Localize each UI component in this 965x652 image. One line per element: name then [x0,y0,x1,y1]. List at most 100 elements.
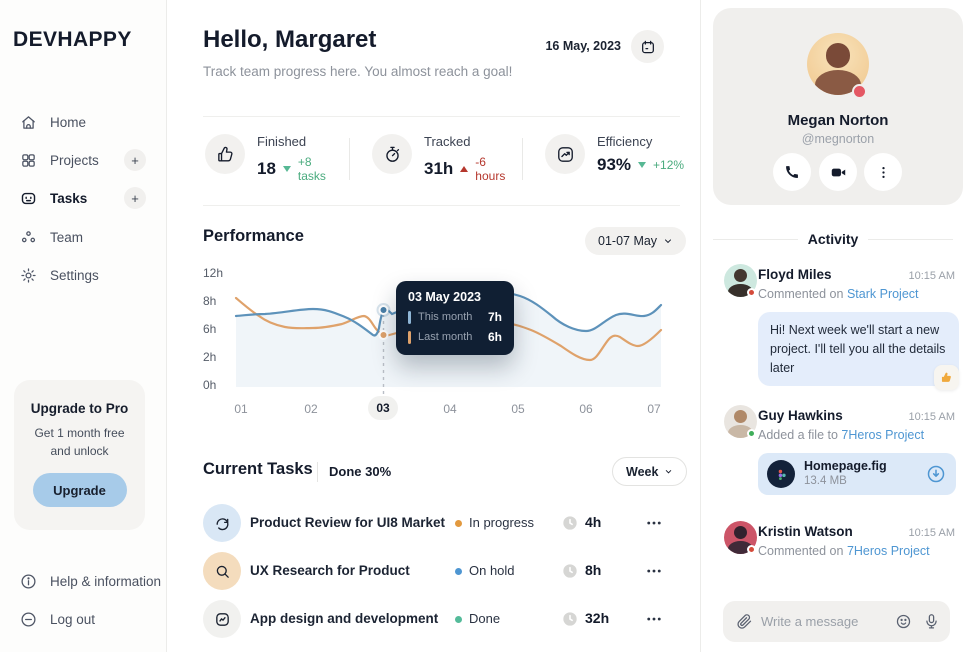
status-badge [747,288,756,297]
calendar-button[interactable] [631,30,664,63]
app-logo: DEVHAPPY [13,28,132,51]
task-menu-button[interactable] [643,560,665,582]
calendar-icon [640,39,656,55]
thumbs-up-icon [205,134,245,174]
x-tick[interactable]: 05 [511,402,525,416]
upgrade-button[interactable]: Upgrade [32,473,127,507]
sidebar-item-settings[interactable]: Settings [20,263,99,287]
tooltip-label: This month [418,311,473,323]
x-tick[interactable]: 04 [443,402,457,416]
x-tick[interactable]: 07 [647,402,661,416]
add-project-button[interactable]: + [124,149,146,171]
activity-time: 10:15 AM [908,527,955,539]
task-menu-button[interactable] [643,512,665,534]
task-title: Product Review for UI8 Market [250,515,446,530]
status-dot [455,616,462,623]
divider [317,462,318,482]
stat-label: Finished [257,134,307,149]
page-title: Hello, Margaret [203,26,377,53]
logout-item[interactable]: Log out [20,607,95,631]
call-button[interactable] [773,153,811,191]
divider [522,138,523,180]
video-call-button[interactable] [819,153,857,191]
profile-card: Megan Norton @megnorton [713,8,963,205]
trend-up-icon [460,166,469,172]
task-status: Done [469,611,501,626]
sidebar-item-home[interactable]: Home [20,110,86,134]
sidebar-item-projects[interactable]: Projects [20,148,99,172]
stat-delta: +8 tasks [297,155,326,183]
upgrade-card: Upgrade to Pro Get 1 month free and unlo… [14,380,145,530]
task-row[interactable]: Product Review for UI8 Market In progres… [203,504,681,544]
task-title: App design and development [250,611,439,626]
tasks-filter-select[interactable]: Week [612,457,688,486]
task-status: In progress [469,515,535,530]
tasks-title: Current Tasks [203,460,313,478]
activity-action: Added a file to 7Heros Project [758,428,925,442]
project-link[interactable]: 7Heros Project [841,428,925,442]
file-attachment-card[interactable]: Homepage.fig 13.4 MB [758,453,956,495]
tooltip-value: 7h [487,310,502,324]
project-link[interactable]: 7Heros Project [846,544,930,558]
clock-icon [562,515,578,531]
task-status: On hold [469,563,515,578]
series-marker-last-month [408,330,411,344]
sidebar-item-team[interactable]: Team [20,225,83,249]
activity-time: 10:15 AM [908,411,955,423]
file-name: Homepage.fig [804,459,887,473]
task-title: UX Research for Product [250,563,410,578]
home-icon [20,114,37,131]
trend-down-icon [282,166,291,172]
task-menu-button[interactable] [643,608,665,630]
sidebar-item-label: Projects [50,152,99,168]
sidebar-item-tasks[interactable]: Tasks [20,186,87,210]
tooltip-value: 6h [487,330,502,344]
activity-title: Activity [807,231,859,247]
divider [349,138,350,180]
message-composer [723,601,950,642]
emoji-icon[interactable] [895,613,912,630]
divider [713,238,798,240]
add-task-button[interactable]: + [124,187,146,209]
profile-handle: @megnorton [801,132,875,146]
stat-value: 18 [257,159,276,178]
task-hours: 4h [585,514,602,530]
task-row[interactable]: App design and development Done 32h [203,600,681,640]
performance-title: Performance [203,227,304,245]
microphone-icon[interactable] [923,613,940,630]
sidebar-item-label: Tasks [50,190,88,206]
tasks-icon [20,190,37,207]
sidebar: DEVHAPPY Home Projects + Tasks + Team Se… [0,0,167,652]
tooltip-date: 03 May 2023 [408,290,481,304]
help-item[interactable]: Help & information [20,569,161,593]
divider [203,116,680,117]
chevron-down-icon [663,236,673,246]
thumbs-up-reaction[interactable] [934,365,959,390]
logout-label: Log out [50,611,96,627]
download-icon[interactable] [926,464,946,484]
stat-value: 31h [424,159,454,178]
page-subtitle: Track team progress here. You almost rea… [203,64,513,79]
kebab-menu-icon [876,165,891,180]
gear-icon [20,267,37,284]
message-input[interactable] [761,601,879,642]
date-range-select[interactable]: 01-07 May [585,227,687,255]
profile-more-button[interactable] [864,153,902,191]
divider [868,238,954,240]
x-tick[interactable]: 01 [234,402,248,416]
activity-user-name: Guy Hawkins [758,408,843,423]
paperclip-icon[interactable] [736,613,753,630]
x-tick-selected[interactable]: 03 [368,396,398,420]
right-panel: Megan Norton @megnorton Activity Floyd M… [700,0,965,652]
x-tick[interactable]: 02 [304,402,318,416]
status-dot [455,520,462,527]
figma-file-icon [767,460,795,488]
tasks-done-percent: Done 30% [329,464,392,479]
sidebar-item-label: Team [50,229,84,245]
x-tick[interactable]: 06 [579,402,593,416]
status-badge [852,84,867,99]
series-marker-this-month [408,310,411,324]
project-link[interactable]: Stark Project [846,287,919,301]
task-row[interactable]: UX Research for Product On hold 8h [203,552,681,592]
main-content: Hello, Margaret Track team progress here… [167,0,701,652]
